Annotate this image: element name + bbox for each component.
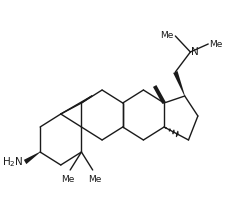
Text: Me: Me <box>160 30 173 39</box>
Text: Me: Me <box>61 175 74 184</box>
Polygon shape <box>24 152 40 164</box>
Text: N: N <box>191 47 199 57</box>
Polygon shape <box>173 71 185 96</box>
Text: Me: Me <box>209 39 222 49</box>
Text: Me: Me <box>88 175 101 184</box>
Text: H$_2$N: H$_2$N <box>2 155 23 169</box>
